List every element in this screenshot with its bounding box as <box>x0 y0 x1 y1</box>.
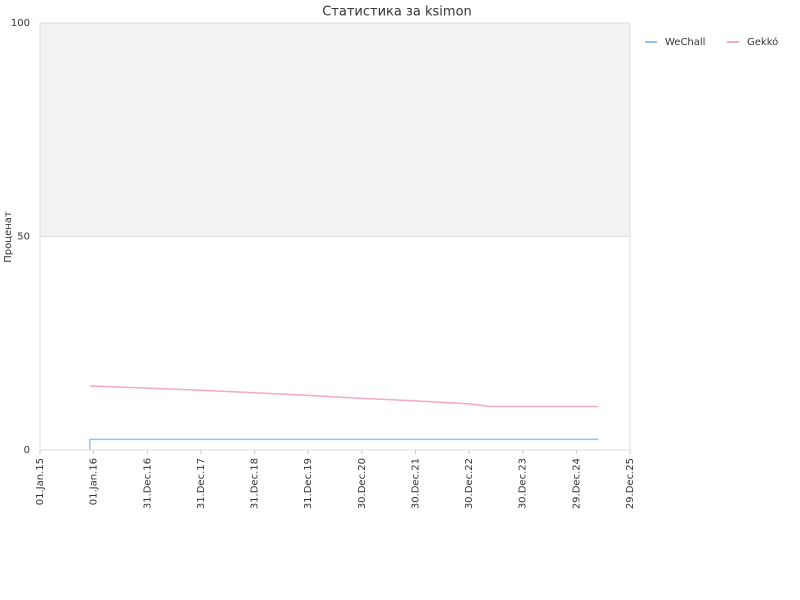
x-tick-label: 01.Jan.15 <box>35 458 46 505</box>
x-tick-label: 30.Dec.22 <box>464 458 475 509</box>
chart-title: Статистика за ksimon <box>322 5 472 20</box>
x-tick-label: 29.Dec.25 <box>625 458 636 509</box>
x-tick-label: 31.Dec.19 <box>303 458 314 509</box>
plot-band <box>40 23 630 237</box>
x-tick-label: 31.Dec.16 <box>142 458 153 509</box>
y-tick-label: 0 <box>24 445 30 456</box>
line-series <box>89 438 599 450</box>
x-tick-label: 01.Jan.16 <box>89 458 100 505</box>
x-tick-label: 30.Dec.23 <box>518 458 529 509</box>
x-tick-label: 31.Dec.18 <box>250 458 261 509</box>
x-tick-label: 30.Dec.21 <box>410 458 421 509</box>
x-tick-label: 29.Dec.24 <box>571 458 582 509</box>
line-series <box>89 385 599 408</box>
legend-label: WeChall <box>665 37 705 48</box>
x-tick-label: 30.Dec.20 <box>357 458 368 509</box>
legend-label: Gekkó <box>747 36 778 48</box>
y-axis-label: Проценат <box>3 211 14 263</box>
y-tick-label: 100 <box>11 18 30 29</box>
x-tick-label: 31.Dec.17 <box>196 458 207 509</box>
y-tick-label: 50 <box>17 232 30 243</box>
